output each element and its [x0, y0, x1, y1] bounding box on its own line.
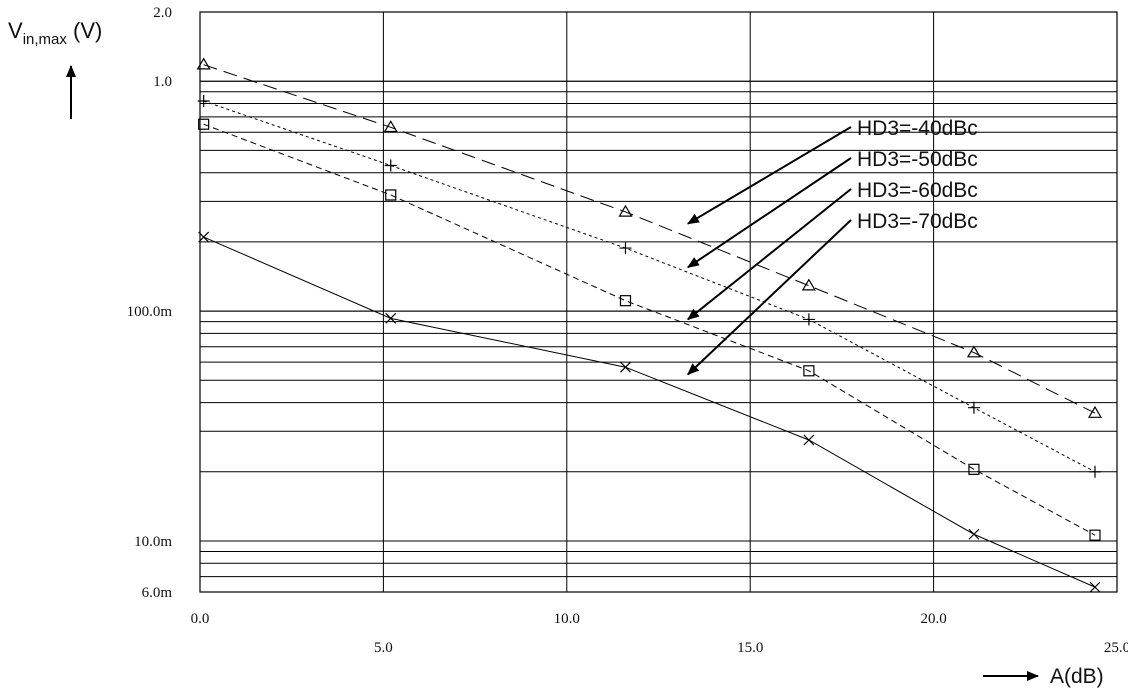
plot-border [199, 11, 1118, 593]
y-axis-label-unit: (V) [67, 18, 102, 43]
x-tick-label: 20.0 [920, 611, 946, 627]
plot-frame [199, 11, 1118, 593]
plus-marker [967, 401, 980, 414]
triangle-marker [801, 278, 816, 291]
annotation: HD3=-60dBc [687, 179, 978, 321]
annotation-arrow [687, 157, 852, 269]
series-line [203, 64, 1096, 414]
y-axis-label: Vin,max (V) [8, 18, 102, 119]
annotation-label: HD3=-60dBc [857, 179, 978, 202]
x-tick-label: 0.0 [191, 611, 210, 627]
series-group [196, 57, 1103, 593]
x-tick-label: 10.0 [554, 611, 580, 627]
square-marker [1089, 529, 1101, 541]
svg-text:Vin,max (V): Vin,max (V) [8, 18, 102, 48]
triangle-marker [966, 345, 981, 358]
x-marker [803, 434, 815, 446]
x-marker [385, 312, 397, 324]
y-axis-label-main: V [8, 18, 23, 43]
y-tick-label: 1.0 [153, 74, 172, 90]
y-tick-label: 100.0m [127, 304, 173, 320]
square-marker [803, 365, 815, 377]
x-tick-label: 5.0 [374, 640, 393, 656]
triangle-marker [196, 57, 211, 70]
annotation-label: HD3=-50dBc [857, 148, 978, 171]
series-line [203, 236, 1096, 588]
y-tick-label: 10.0m [134, 534, 172, 550]
x-marker [620, 361, 631, 373]
plus-marker [384, 159, 397, 172]
triangle-marker [383, 120, 398, 133]
x-tick-label: 15.0 [737, 640, 763, 656]
x-marker [968, 528, 980, 540]
annotation: HD3=-70dBc [687, 210, 978, 376]
square-marker [385, 189, 397, 201]
square-marker [198, 118, 210, 130]
data-series [196, 57, 1103, 418]
annotation: HD3=-40dBc [686, 117, 978, 225]
x-axis-label: A(dB) [983, 665, 1104, 688]
y-tick-label: 2.0 [153, 5, 172, 21]
y-axis-label-sub: in,max [23, 31, 68, 48]
annotation-label: HD3=-70dBc [857, 210, 978, 233]
data-series [198, 231, 1101, 593]
annotation-arrow [687, 219, 852, 376]
series-line [203, 100, 1096, 473]
annotations: HD3=-40dBc HD3=-50dBc HD3=-60dBc HD3=-70dBc [686, 117, 978, 376]
grid [199, 11, 1118, 593]
square-marker [968, 463, 980, 475]
plus-marker [1088, 465, 1101, 478]
x-axis-label-text: A(dB) [1050, 665, 1104, 688]
data-series [197, 95, 1101, 478]
x-marker [1089, 581, 1101, 593]
plus-marker [619, 242, 632, 255]
y-tick-label: 6.0m [142, 585, 173, 601]
annotation-arrow [687, 188, 852, 321]
triangle-marker [1087, 405, 1103, 418]
plus-marker [802, 313, 815, 326]
x-tick-label: 25.0 [1104, 640, 1128, 656]
triangle-marker [618, 204, 633, 217]
data-series [198, 118, 1101, 541]
annotation-arrow [686, 126, 852, 225]
square-marker [619, 295, 632, 307]
annotation-label: HD3=-40dBc [857, 117, 978, 140]
annotation: HD3=-50dBc [687, 148, 978, 269]
x-marker [198, 231, 210, 243]
series-line [203, 123, 1096, 536]
tick-labels: 0.0 5.0 10.0 15.0 20.0 25.0 2.0 1.0 100.0m 10.0m 6… [127, 5, 1128, 656]
plus-marker [197, 95, 210, 108]
